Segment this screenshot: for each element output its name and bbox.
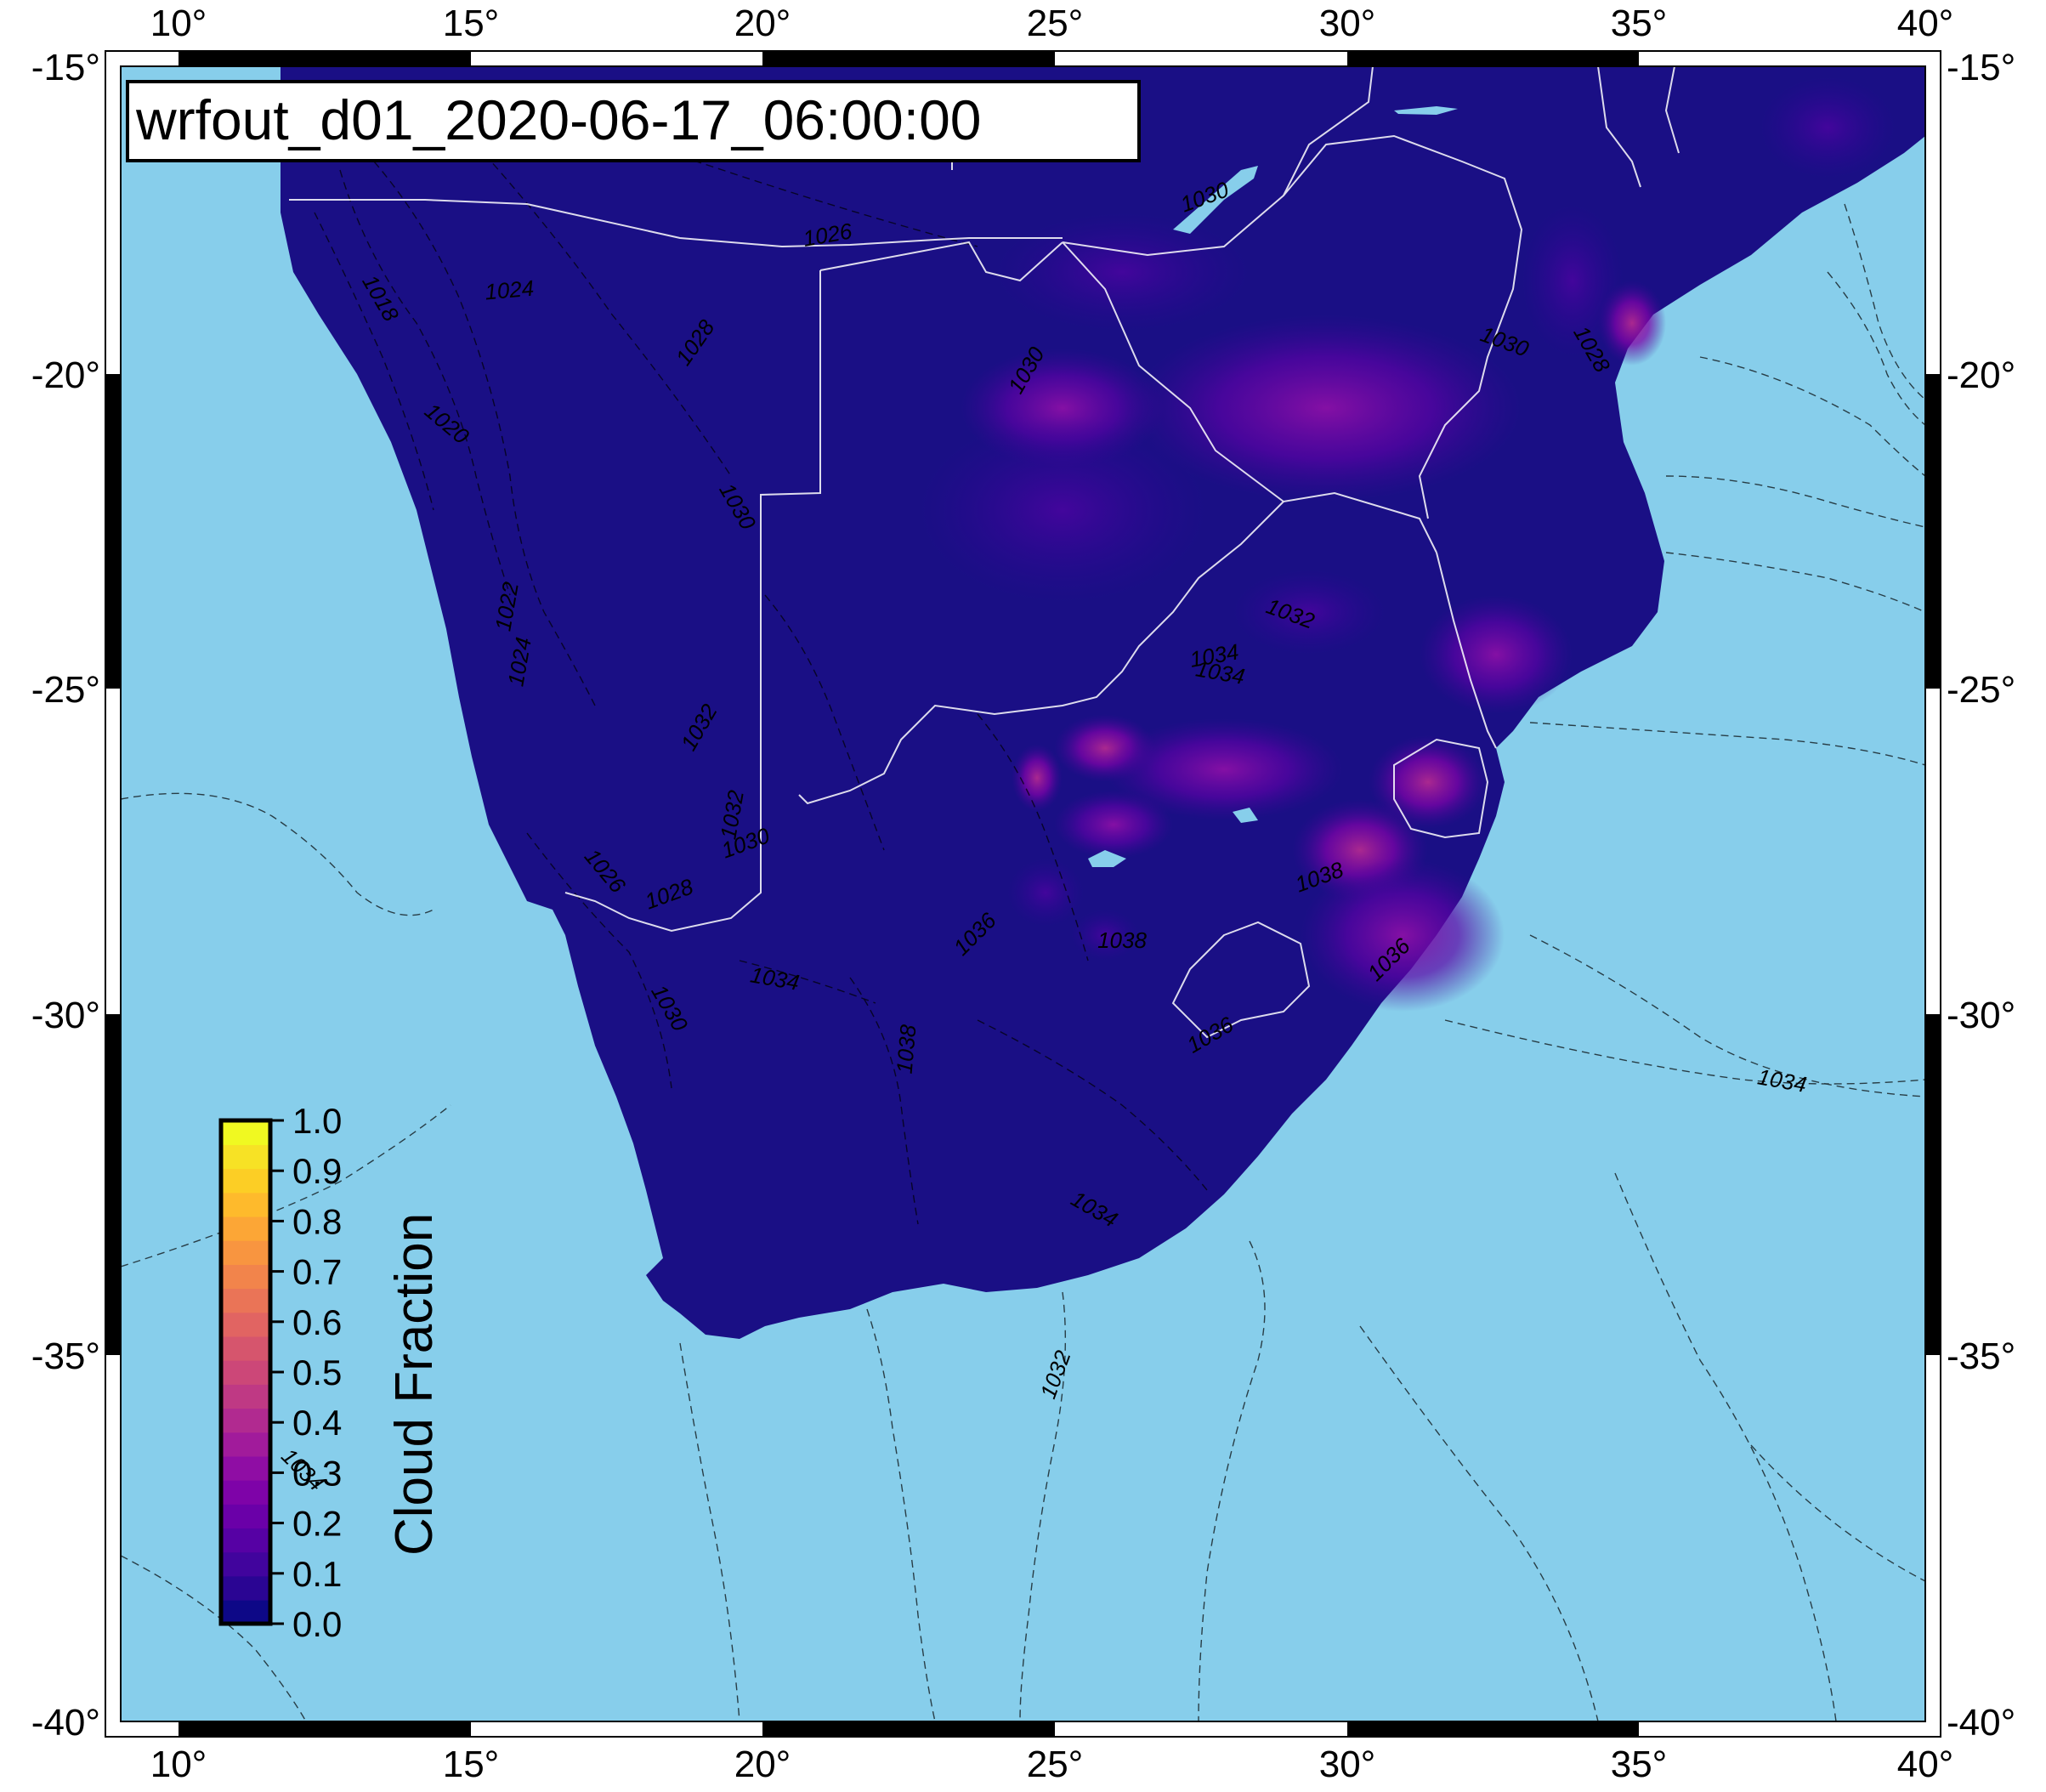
colorbar-band: [221, 1264, 270, 1290]
colorbar-tick-label: 0.0: [292, 1604, 342, 1644]
lakes: [1088, 106, 1458, 867]
lat-tick-label: -30°: [31, 995, 100, 1036]
lon-ticks-top: 10° 15° 20° 25° 30° 35° 40°: [150, 3, 1954, 44]
country-borders: [289, 66, 1680, 1039]
lon-ticks-bottom: 10° 15° 20° 25° 30° 35° 40°: [150, 1744, 1954, 1785]
isobar-label: 1038: [892, 1024, 921, 1075]
colorbar-band: [221, 1384, 270, 1409]
colorbar-band: [221, 1575, 270, 1601]
colorbar-band: [221, 1335, 270, 1361]
cloud-fraction-field: [918, 77, 1896, 1012]
colorbar-band: [221, 1359, 270, 1385]
colorbar-tick-label: 1.0: [292, 1101, 342, 1141]
colorbar-tick-label: 0.9: [292, 1151, 342, 1191]
lon-tick-label: 25°: [1027, 1744, 1084, 1785]
lat-tick-label: -25°: [1947, 669, 2015, 711]
colorbar-band: [221, 1528, 270, 1553]
colorbar-band: [221, 1504, 270, 1529]
colorbar-tick-label: 0.2: [292, 1504, 342, 1544]
colorbar-band: [221, 1288, 270, 1313]
title-box: wrfout_d01_2020-06-17_06:00:00: [126, 80, 1141, 162]
colorbar-band: [221, 1120, 270, 1145]
map-title: wrfout_d01_2020-06-17_06:00:00: [135, 88, 981, 151]
colorbar-tick-label: 0.6: [292, 1302, 342, 1342]
lat-ticks-left: -15° -20° -25° -30° -35° -40°: [31, 47, 100, 1744]
lon-tick-label: 20°: [734, 1744, 791, 1785]
lat-tick-label: -20°: [31, 354, 100, 396]
colorbar-band: [221, 1144, 270, 1170]
lat-tick-label: -15°: [31, 47, 100, 88]
lon-tick-label: 15°: [443, 1744, 500, 1785]
colorbar-bands: [221, 1120, 270, 1625]
colorbar-tick-label: 0.7: [292, 1252, 342, 1292]
isobar-contours: [121, 101, 1925, 1721]
lon-tick-label: 25°: [1027, 3, 1084, 44]
lon-tick-label: 10°: [150, 1744, 207, 1785]
lon-tick-label: 35°: [1611, 1744, 1668, 1785]
lat-tick-label: -20°: [1947, 354, 2015, 396]
isobar-label: 1038: [1097, 927, 1147, 953]
lat-ticks-right: -15° -20° -25° -30° -35° -40°: [1947, 47, 2015, 1744]
colorbar-ticks: 1.0 0.9 0.8 0.7 0.6 0.5 0.4 0.3 0.2 0.1 0.0: [270, 1101, 342, 1644]
lon-tick-label: 40°: [1897, 3, 1954, 44]
colorbar-band: [221, 1599, 270, 1625]
colorbar-tick-label: 0.8: [292, 1201, 342, 1241]
lat-tick-label: -15°: [1947, 47, 2015, 88]
lat-tick-label: -40°: [31, 1702, 100, 1744]
lon-tick-label: 40°: [1897, 1744, 1954, 1785]
lon-tick-label: 20°: [734, 3, 791, 44]
colorbar-band: [221, 1551, 270, 1577]
lat-tick-label: -40°: [1947, 1702, 2015, 1744]
colorbar-label: Cloud Fraction: [385, 1213, 444, 1556]
colorbar-tick-label: 0.5: [292, 1353, 342, 1392]
lon-tick-label: 15°: [443, 3, 500, 44]
colorbar-band: [221, 1216, 270, 1241]
isobar-label: 1024: [484, 275, 535, 305]
colorbar-tick-label: 0.1: [292, 1554, 342, 1594]
lat-tick-label: -35°: [31, 1335, 100, 1377]
colorbar: 1.0 0.9 0.8 0.7 0.6 0.5 0.4 0.3 0.2 0.1 0.0 Cloud …: [218, 1101, 444, 1644]
colorbar-tick-label: 0.4: [292, 1403, 342, 1443]
lat-tick-label: -25°: [31, 669, 100, 711]
colorbar-band: [221, 1479, 270, 1505]
colorbar-band: [221, 1408, 270, 1433]
colorbar-band: [221, 1455, 270, 1481]
lat-tick-label: -35°: [1947, 1335, 2015, 1377]
colorbar-band: [221, 1432, 270, 1457]
lon-tick-label: 30°: [1319, 1744, 1376, 1785]
colorbar-tick-label: 0.3: [292, 1453, 342, 1493]
colorbar-band: [221, 1192, 270, 1217]
colorbar-band: [221, 1239, 270, 1265]
lon-tick-label: 30°: [1319, 3, 1376, 44]
lat-tick-label: -30°: [1947, 995, 2015, 1036]
colorbar-band: [221, 1168, 270, 1194]
map-frame: [105, 50, 1941, 1738]
lon-tick-label: 10°: [150, 3, 207, 44]
lon-tick-label: 35°: [1611, 3, 1668, 44]
colorbar-band: [221, 1312, 270, 1337]
